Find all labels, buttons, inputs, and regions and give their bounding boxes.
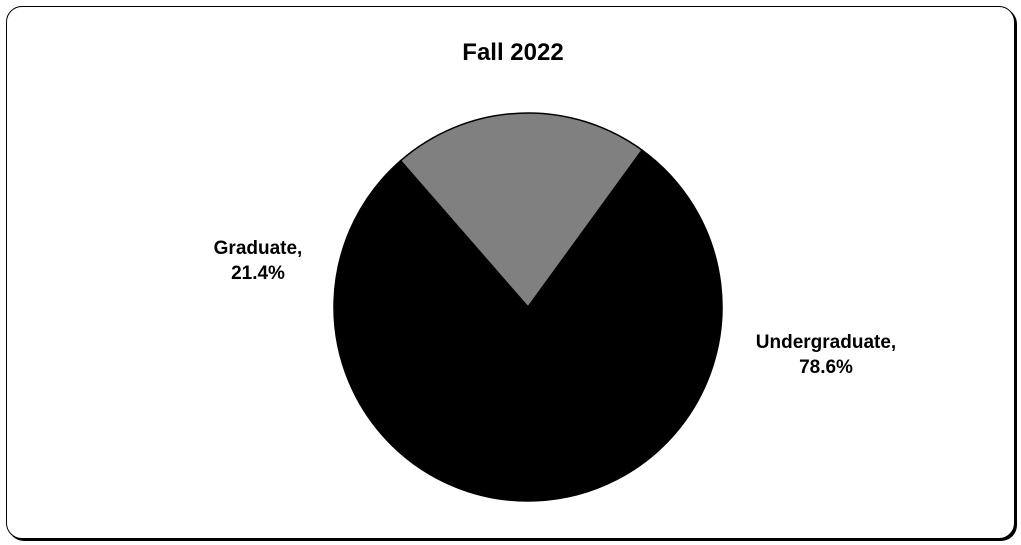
pie-label-undergraduate: Undergraduate, 78.6% bbox=[756, 332, 896, 378]
pie-labels: Undergraduate, 78.6% Graduate, 21.4% bbox=[214, 238, 897, 378]
pie-label-graduate: Graduate, 21.4% bbox=[214, 238, 303, 284]
pie-slice-graduate bbox=[399, 112, 644, 309]
chart-title: Fall 2022 bbox=[462, 39, 563, 66]
pie-slices bbox=[333, 112, 723, 502]
pie-slice-undergraduate bbox=[333, 149, 723, 502]
